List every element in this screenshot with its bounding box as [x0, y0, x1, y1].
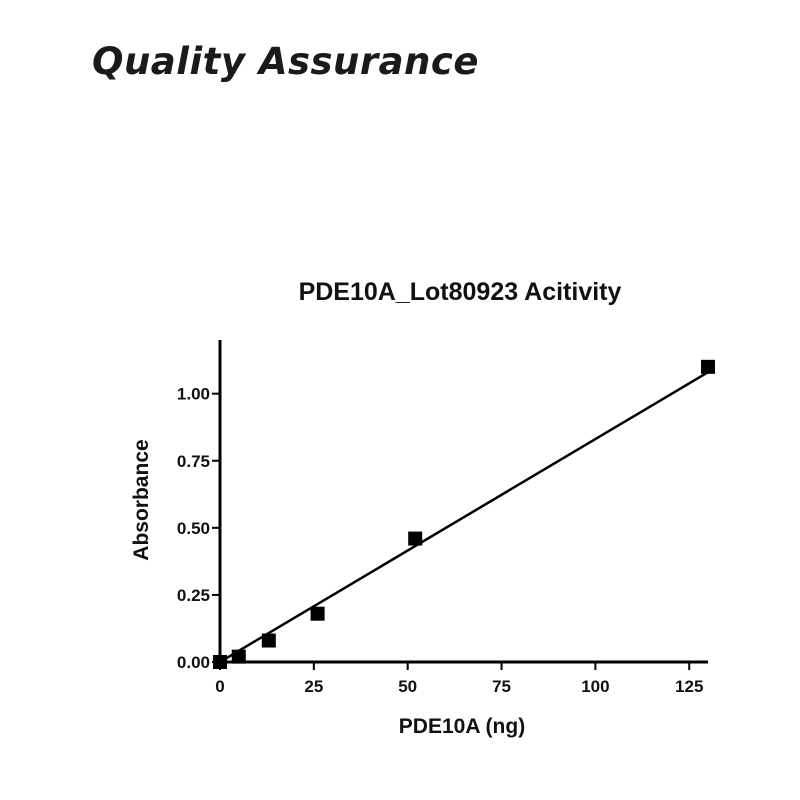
data-point [261, 633, 276, 648]
y-tick-label: 1.00 [177, 385, 210, 404]
x-axis-label: PDE10A (ng) [399, 715, 525, 738]
data-point [231, 649, 246, 664]
y-tick-label: 0.25 [177, 586, 210, 605]
page-heading: Quality Assurance [92, 40, 479, 83]
x-tick-label: 75 [492, 677, 511, 696]
x-tick-label: 50 [398, 677, 417, 696]
data-point [408, 531, 423, 546]
y-tick-label: 0.00 [177, 653, 210, 672]
plot-area: 0 25 50 75 100 125 0.00 0.25 0.50 0.75 1.00 [177, 340, 715, 696]
x-tick-label: 25 [304, 677, 323, 696]
y-tick-label: 0.75 [177, 452, 210, 471]
chart-title: PDE10A_Lot80923 Acitivity [299, 278, 622, 306]
x-tick-label: 125 [675, 677, 703, 696]
y-tick-label: 0.50 [177, 519, 210, 538]
data-point [701, 359, 715, 374]
data-point [310, 606, 325, 621]
fit-line [219, 371, 709, 664]
x-tick-label: 100 [581, 677, 609, 696]
x-tick-label: 0 [215, 677, 224, 696]
data-point [213, 655, 227, 669]
y-axis-label: Absorbance [130, 439, 153, 560]
